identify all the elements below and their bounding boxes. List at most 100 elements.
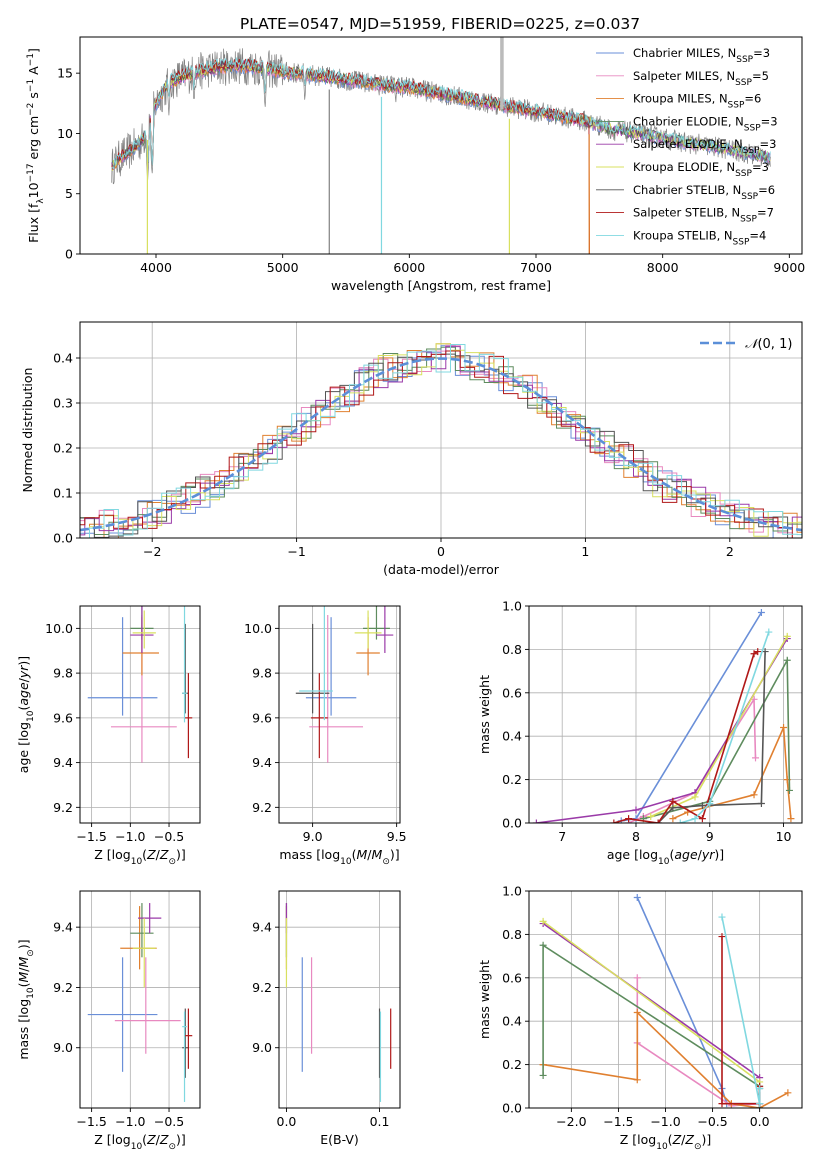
residual-histogram-line [80,344,802,538]
weight-marker [691,793,699,801]
weight-marker [669,804,677,812]
spectrum-axes: 4000 5000 6000 7000 8000 9000 0 5 10 15 [57,66,805,275]
weight-line [542,922,761,1079]
mass_vs_ebv-frame [278,890,401,1109]
weight-marker [633,1009,641,1017]
legend-label: Chabrier MILES, NSSP=3 [633,46,770,65]
legend-label: Chabrier STELIB, NSSP=6 [633,183,775,202]
weight-marker [756,1100,764,1108]
mass_vs_z-ylabel: mass [log10(M/M⊙)] [16,939,36,1059]
residuals-ytick-label: 0.0 [53,531,73,546]
weight_vs_z-ytick-label: 0.0 [502,1101,522,1116]
normal-curve [80,357,802,532]
weight-marker [718,1100,726,1108]
weight-marker [669,815,677,823]
mass_vs_z-ytick-label: 9.2 [53,980,73,995]
weight-line [680,631,770,823]
residuals-xtick-label: 2 [726,544,734,559]
weight_vs_z-xtick-label: −0.5 [697,1114,727,1129]
errorbar-point [130,606,154,653]
weight-marker [539,941,547,949]
mass_vs_z-points [87,903,193,1102]
residuals-hist [80,343,802,538]
weight-marker [532,819,540,823]
residuals-ytick-label: 0.2 [53,441,73,456]
weight-marker [669,797,677,805]
weight_vs_age-lines [532,609,795,823]
weight-marker [632,806,640,814]
weight-marker [610,819,618,823]
weight_vs_age-xtick-label: 7 [558,829,566,844]
errorbar-point [132,918,156,988]
model-spectrum-line [111,57,771,170]
legend-label: Kroupa STELIB, NSSP=4 [633,228,766,247]
mass_vs_z-ylabel-text: mass [log10(M/M⊙)] [16,939,36,1059]
legend-label: Salpeter ELODIE, NSSP=3 [633,137,776,156]
age_vs_mass-ytick-label: 10.0 [244,621,272,636]
errorbar-point [182,1008,189,1078]
weight-marker [539,1071,547,1079]
residuals-ylabel-text: Normed distribution [20,368,35,493]
weight-marker [752,754,760,762]
legend-label: Salpeter STELIB, NSSP=7 [633,206,774,225]
spectrum-ytick-label: 10 [57,126,73,141]
weight-marker [691,815,699,823]
age_vs_mass-ytick-label: 9.6 [252,710,272,725]
residuals-ylabel: Normed distribution [20,368,35,493]
spectrum-xtick-label: 4000 [140,260,172,275]
weight-marker [784,1089,792,1097]
residuals-xtick-label: −2 [143,544,161,559]
weight-marker [633,1076,641,1084]
age_vs_z-ylabel: age [log10(age/yr)] [16,656,36,773]
errorbar-point [305,617,357,716]
weight-marker [647,812,655,820]
weight_vs_age-xtick-label: 8 [632,829,640,844]
weight-marker [625,815,633,823]
figure-title: PLATE=0547, MJD=51959, FIBERID=0225, z=0… [240,15,640,33]
errorbar-point [376,606,394,653]
weight-marker [780,724,788,732]
weight-marker [757,609,765,617]
mass_vs_ebv-xtick-label: 0.1 [370,1114,390,1129]
weight-marker [787,815,795,823]
weight-line [542,920,761,1083]
weight-marker [539,917,547,925]
errorbar-point [299,606,333,721]
spectrum-ylabel-text: Flux [fλ10−17 erg cm−2 s−1 A−1] [26,48,46,243]
weight_vs_age-frame [528,605,803,824]
spectrum-xtick-label: 8000 [647,260,679,275]
weight_vs_z-xtick-label: −1.5 [603,1114,633,1129]
weight_vs_age-ytick-label: 1.0 [502,599,522,614]
residuals-ytick-label: 0.3 [53,396,73,411]
weight-line [643,657,791,820]
weight-marker [756,1084,764,1092]
weight-marker [783,632,791,640]
weight-marker [757,799,765,807]
plots: 4000 5000 6000 7000 8000 9000051015wavelength… [16,36,805,1152]
age_vs_z-xtick-label: −0.5 [154,829,184,844]
errorbar-point [182,606,187,723]
spectrum-frame [79,36,803,255]
legend-label: Salpeter MILES, NSSP=5 [633,69,769,88]
mass_vs_z-axes: −1.5 −1.0 −0.5 9.0 9.2 9.4 [53,891,200,1129]
weight-marker [633,894,641,902]
mass_vs_ebv-points [285,903,392,1102]
weight_vs_z-xtick-label: 0.0 [750,1114,770,1129]
age_vs_z-xlabel: Z [log10(Z/Z⊙)] [94,847,186,867]
weight_vs_z-ytick-label: 0.4 [502,1014,522,1029]
legend-label: Kroupa ELODIE, NSSP=3 [633,160,769,179]
normal-legend-label: 𝒩(0, 1) [745,337,792,352]
spectrum-legend: Chabrier MILES, NSSP=3 Salpeter MILES, NS… [596,46,778,247]
spectrum-ytick-label: 15 [57,66,73,81]
residuals-xlabel: (data-model)/error [383,562,500,577]
mass_vs_ebv-xlabel: E(B-V) [320,1132,359,1147]
age_vs_z-xtick-label: −1.0 [115,829,145,844]
residuals-frame [79,321,803,539]
weight-marker [718,913,726,921]
age_vs_z-ytick-label: 9.8 [53,666,73,681]
spectrum-ytick-label: 0 [65,247,73,262]
weight-marker [783,656,791,664]
age_vs_z-xtick-label: −1.5 [76,829,106,844]
age_vs_mass-ytick-label: 9.4 [252,755,272,770]
